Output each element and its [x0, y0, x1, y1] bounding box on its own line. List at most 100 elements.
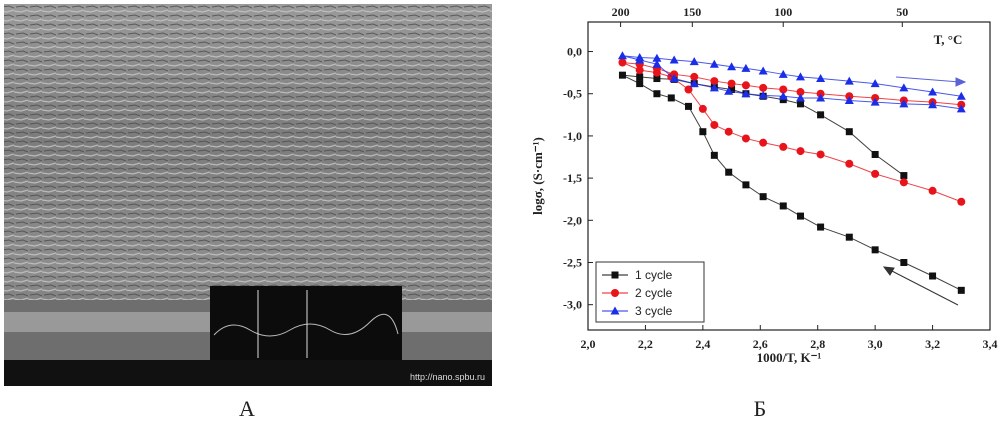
marker [779, 85, 788, 94]
marker [870, 79, 880, 88]
marker [899, 83, 909, 92]
marker [759, 193, 767, 201]
arrow [882, 266, 959, 306]
series-line [622, 74, 962, 291]
marker [727, 62, 737, 71]
x-tick-label: 3,0 [868, 337, 883, 351]
legend-label: 1 cycle [635, 268, 673, 282]
marker [741, 134, 750, 143]
marker [698, 104, 707, 113]
marker [928, 186, 937, 195]
y-tick-label: -2,0 [563, 213, 582, 227]
marker [618, 71, 626, 79]
marker [900, 258, 908, 266]
marker [845, 128, 853, 136]
marker [816, 93, 826, 102]
marker [796, 88, 805, 97]
marker [779, 142, 788, 151]
legend-marker [611, 271, 619, 279]
sem-image: http://nano.spbu.ru [4, 4, 492, 386]
marker [724, 86, 734, 95]
marker [728, 86, 736, 94]
plot-frame [587, 21, 991, 331]
marker [870, 97, 880, 106]
marker [759, 83, 768, 92]
marker [709, 83, 719, 92]
marker [685, 102, 692, 110]
marker [816, 150, 825, 159]
x-tick-label: 3,4 [983, 337, 998, 351]
x2-axis-label: T, °C [934, 32, 963, 47]
panel-label: А [239, 396, 255, 421]
marker [709, 59, 719, 68]
marker [796, 100, 804, 108]
marker [816, 74, 826, 83]
marker [778, 69, 788, 78]
marker [817, 111, 825, 119]
y-tick-label: -1,0 [563, 129, 582, 143]
x2-tick-label: 100 [774, 5, 792, 19]
panel-label: Б [754, 396, 767, 421]
marker [900, 172, 908, 180]
marker [845, 233, 853, 241]
x-tick-label: 2,4 [695, 337, 710, 351]
marker [778, 91, 788, 100]
x2-tick-label: 200 [612, 5, 630, 19]
marker [844, 76, 854, 85]
marker [669, 55, 679, 64]
marker [617, 51, 627, 60]
marker [899, 178, 908, 187]
marker [759, 138, 768, 147]
marker [689, 57, 699, 66]
marker [635, 52, 645, 61]
marker [742, 181, 750, 189]
marker [957, 286, 965, 294]
marker [725, 168, 733, 176]
legend: 1 cycle 2 cycle 3 cycle [595, 261, 705, 323]
marker [956, 104, 966, 113]
legend-label: 3 cycle [635, 304, 673, 318]
marker [779, 202, 787, 210]
marker [727, 79, 736, 88]
legend-label: 2 cycle [635, 286, 673, 300]
marker [957, 197, 966, 206]
marker [796, 147, 805, 156]
marker [636, 80, 644, 88]
marker [653, 90, 661, 98]
marker [741, 63, 751, 72]
marker [635, 66, 644, 75]
marker [689, 79, 699, 88]
marker [899, 99, 909, 108]
marker [653, 75, 661, 83]
marker [795, 72, 805, 81]
y-tick-label: -2,5 [563, 255, 582, 269]
marker [817, 223, 825, 231]
marker [796, 212, 804, 220]
legend-marker [611, 289, 619, 297]
marker [690, 72, 699, 81]
marker [928, 87, 938, 96]
marker [928, 100, 938, 109]
x-tick-label: 2,8 [810, 337, 825, 351]
marker [636, 73, 644, 81]
marker [724, 127, 733, 136]
marker [758, 66, 768, 75]
marker [652, 59, 662, 68]
sem-url: http://nano.spbu.ru [410, 372, 485, 382]
marker [699, 128, 707, 136]
x-axis-label: 1000/T, K⁻¹ [757, 350, 822, 365]
x2-tick-label: 50 [896, 5, 908, 19]
y-tick-label: -0,5 [563, 87, 582, 101]
marker [710, 120, 719, 129]
series-line [622, 62, 962, 203]
marker [667, 94, 675, 102]
marker [741, 81, 750, 90]
y-tick-label: -3,0 [563, 298, 582, 312]
marker [618, 58, 627, 67]
marker [741, 89, 751, 98]
marker [758, 90, 768, 99]
marker [844, 95, 854, 104]
x-tick-label: 3,2 [925, 337, 940, 351]
marker [956, 91, 966, 100]
